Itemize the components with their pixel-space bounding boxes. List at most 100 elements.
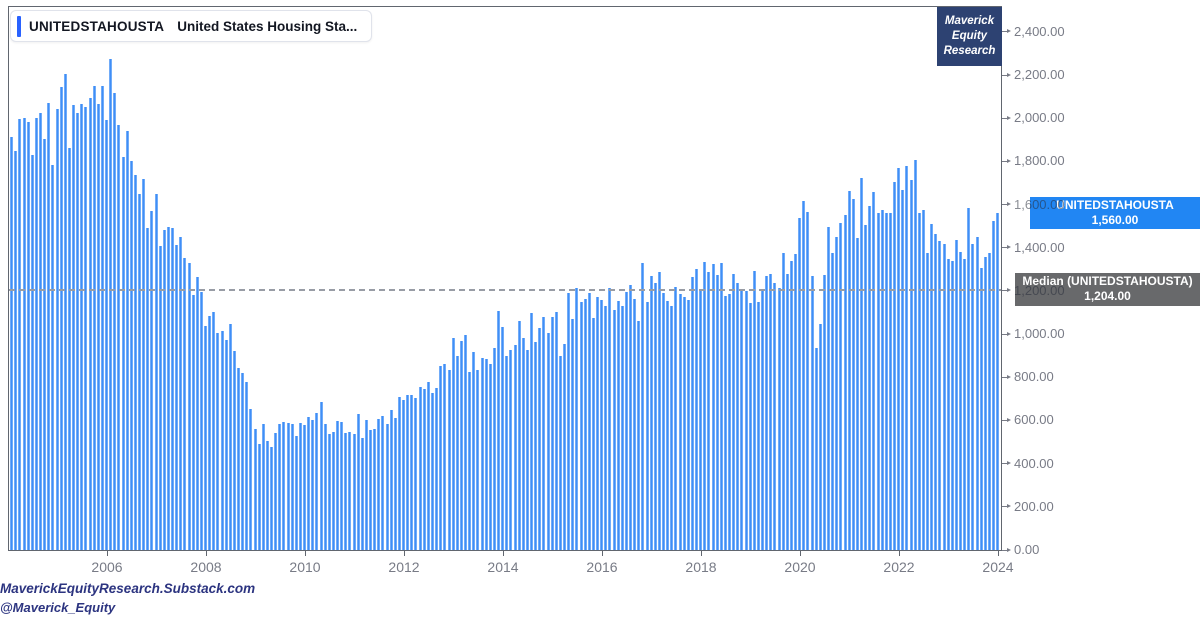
- price-tick-arrow-icon: [1002, 503, 1011, 510]
- price-axis-label: 0.00: [1014, 542, 1040, 557]
- bar: [142, 178, 146, 550]
- bar: [670, 306, 674, 550]
- time-axis-label: 2016: [586, 559, 618, 575]
- time-tick-mark: [899, 551, 900, 556]
- bar: [501, 326, 505, 550]
- bar: [558, 355, 562, 550]
- bar: [921, 209, 925, 550]
- bar: [719, 263, 723, 550]
- bar: [554, 312, 558, 550]
- bar: [818, 324, 822, 550]
- price-tick-arrow-icon: [1002, 244, 1011, 251]
- bar: [699, 288, 703, 550]
- bar: [315, 412, 319, 550]
- bar: [950, 260, 954, 550]
- bar: [377, 418, 381, 550]
- bar: [228, 324, 232, 550]
- bar: [546, 332, 550, 550]
- time-tick-mark: [602, 551, 603, 556]
- bar: [331, 432, 335, 550]
- bar: [393, 418, 397, 550]
- bar: [340, 421, 344, 550]
- bar: [373, 428, 377, 550]
- symbol-legend[interactable]: UNITEDSTAHOUSTA United States Housing St…: [10, 10, 373, 42]
- bar: [963, 258, 967, 550]
- bar: [476, 369, 480, 550]
- bar: [410, 394, 414, 550]
- bar: [274, 433, 278, 550]
- last-price-badge[interactable]: UNITEDSTAHOUSTA 1,560.00: [1030, 197, 1200, 229]
- bar: [497, 311, 500, 550]
- bar: [814, 347, 818, 550]
- bar: [604, 306, 608, 550]
- time-axis-label: 2024: [982, 559, 1014, 575]
- time-tick-mark: [998, 551, 999, 556]
- bar: [534, 341, 538, 550]
- price-axis-label: 1,400.00: [1014, 239, 1065, 255]
- price-axis-label: 800.00: [1014, 369, 1054, 385]
- bar: [690, 276, 694, 550]
- bar: [406, 394, 410, 550]
- bar: [397, 396, 401, 550]
- bar: [839, 223, 843, 550]
- bar: [711, 263, 715, 550]
- bar: [261, 424, 265, 550]
- bar: [484, 358, 488, 550]
- price-tick-arrow-icon: [1002, 201, 1011, 208]
- bar: [88, 97, 92, 550]
- bar: [171, 228, 175, 550]
- price-tick-arrow-icon: [1002, 28, 1011, 35]
- bar: [224, 339, 228, 550]
- bar: [723, 295, 727, 550]
- bar: [608, 288, 612, 550]
- bar: [133, 174, 137, 550]
- bar: [294, 436, 298, 550]
- bar: [860, 177, 864, 550]
- price-axis-label: 1,000.00: [1014, 326, 1065, 342]
- bar: [179, 237, 183, 550]
- bar: [162, 230, 166, 550]
- bar: [270, 446, 274, 550]
- bar: [109, 59, 113, 550]
- bar: [624, 292, 628, 550]
- bar: [789, 260, 793, 550]
- bar: [199, 291, 203, 550]
- bar: [146, 228, 150, 550]
- time-tick-mark: [305, 551, 306, 556]
- bar: [39, 113, 43, 550]
- price-axis-label: 1,800.00: [1014, 153, 1065, 169]
- bar: [662, 293, 666, 550]
- bar: [414, 397, 418, 550]
- bar: [509, 349, 513, 550]
- bar: [488, 363, 492, 550]
- bar: [596, 297, 600, 550]
- bar: [245, 382, 249, 550]
- symbol-description: United States Housing Sta...: [177, 18, 358, 34]
- bar: [678, 294, 682, 550]
- bar: [220, 331, 224, 550]
- bar: [864, 225, 868, 550]
- bar: [348, 432, 352, 550]
- bar: [674, 287, 678, 550]
- bar: [917, 212, 921, 550]
- bar: [983, 257, 987, 550]
- bar: [282, 421, 286, 550]
- bar: [740, 288, 744, 550]
- bar: [901, 190, 905, 550]
- price-chart-plot[interactable]: [8, 6, 1002, 551]
- bar: [542, 316, 546, 550]
- bar: [327, 434, 331, 550]
- bar: [72, 105, 76, 550]
- price-tick-arrow-icon: [1002, 547, 1011, 554]
- bar: [855, 237, 859, 550]
- bar: [567, 293, 571, 550]
- bar: [265, 440, 269, 550]
- time-axis-label: 2012: [388, 559, 420, 575]
- median-price-badge[interactable]: Median (UNITEDSTAHOUSTA) 1,204.00: [1015, 273, 1200, 306]
- bar: [579, 302, 583, 550]
- bar: [389, 409, 393, 550]
- bar: [47, 102, 51, 550]
- bar: [298, 423, 302, 550]
- bar: [464, 335, 467, 550]
- bar: [166, 227, 170, 550]
